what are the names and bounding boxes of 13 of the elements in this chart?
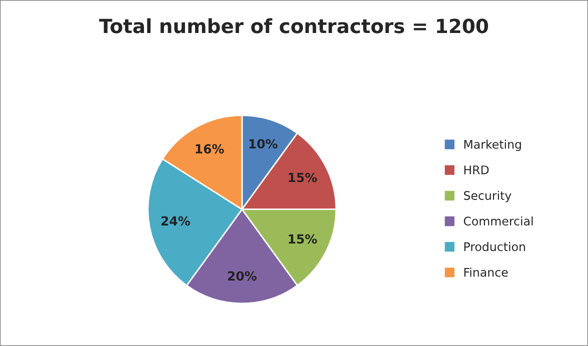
data-label: 10% (249, 139, 278, 149)
chart-title: Total number of contractors = 1200 (99, 18, 488, 34)
legend-label: Security (464, 190, 512, 202)
legend-label: HRD (464, 166, 489, 174)
legend-label: Production (464, 242, 525, 252)
data-label: 16% (196, 144, 224, 154)
legend-label: Commercial (464, 216, 533, 226)
data-label: 15% (288, 234, 317, 244)
data-label: 20% (228, 271, 257, 281)
legend-label: Marketing (464, 140, 521, 152)
data-label: 24% (161, 216, 190, 226)
data-label: 15% (288, 172, 317, 182)
legend-label: Finance (464, 268, 508, 277)
